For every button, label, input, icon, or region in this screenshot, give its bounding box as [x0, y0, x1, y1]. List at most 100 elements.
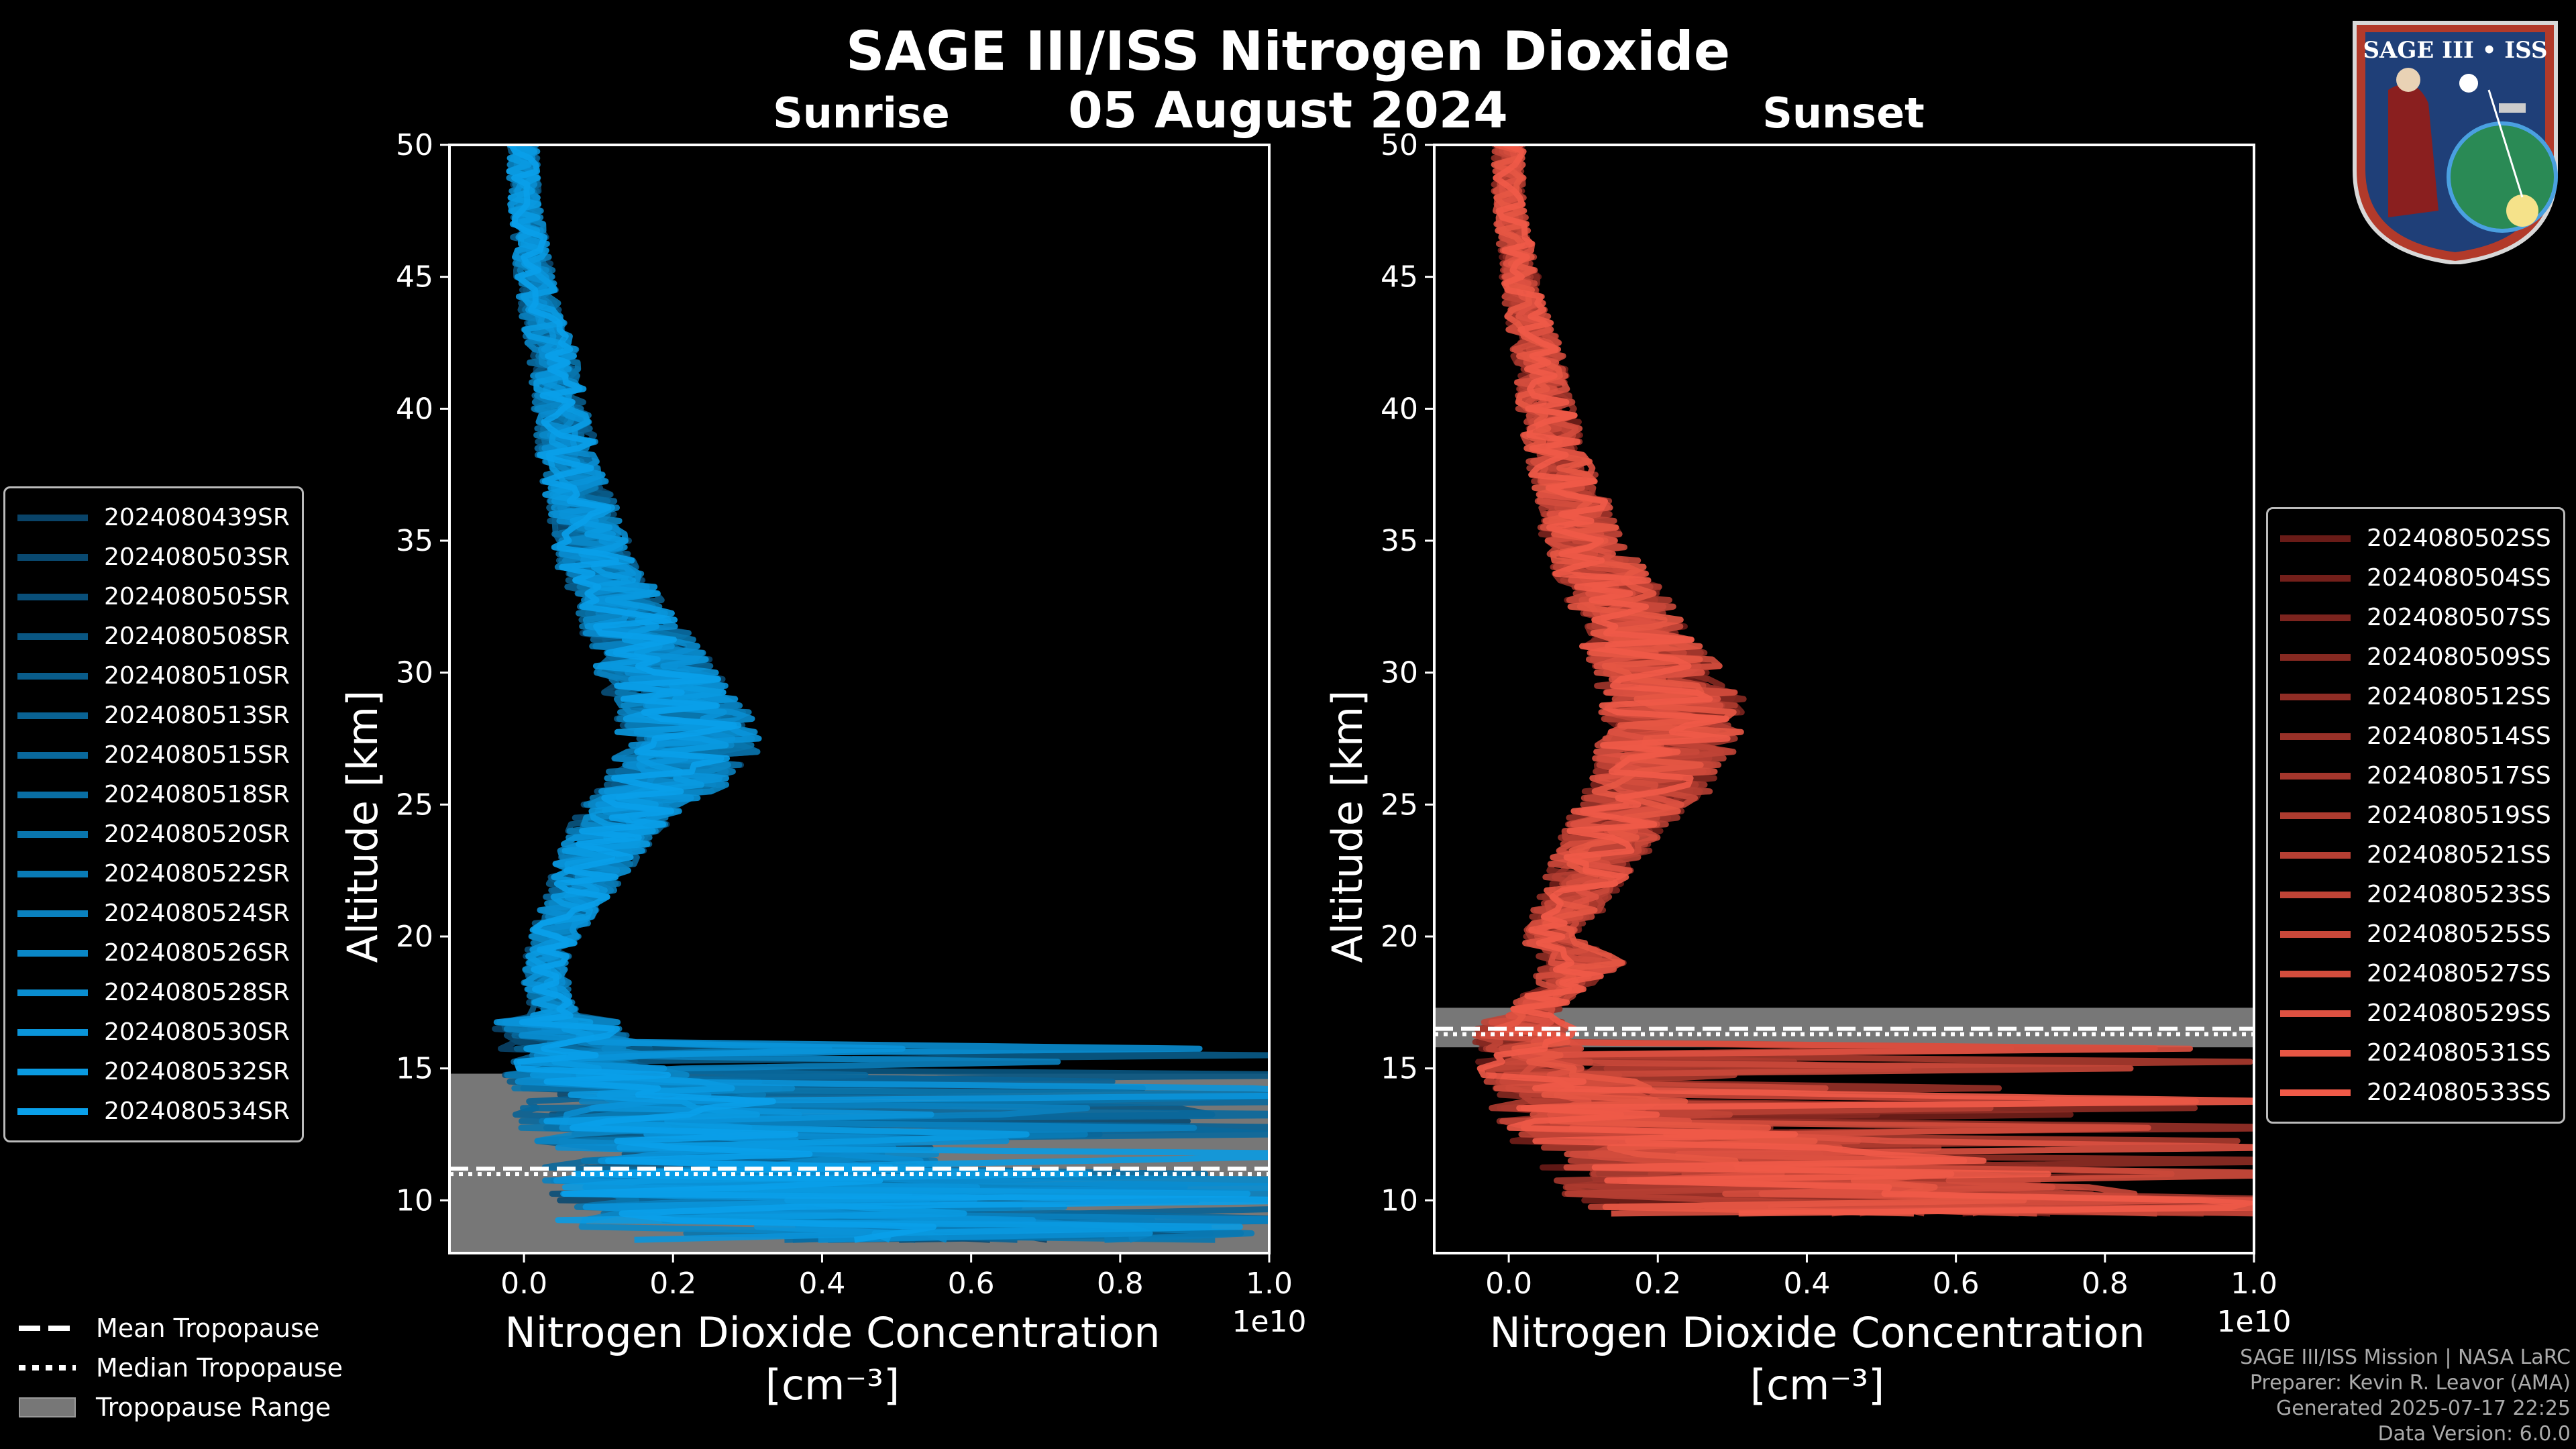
legend-label: 2024080530SR [104, 1018, 290, 1046]
legend-item-2024080508SR: 2024080508SR [17, 616, 290, 656]
legend-item-2024080512SS: 2024080512SS [2280, 677, 2551, 716]
legend-swatch [17, 910, 88, 917]
legend-swatch [17, 672, 88, 680]
legend-label: 2024080439SR [104, 504, 290, 531]
sunset-xtick-label-0.4: 0.4 [1783, 1267, 1830, 1301]
legend-swatch [2280, 733, 2351, 740]
legend-label: 2024080512SS [2367, 683, 2551, 710]
legend-swatch [17, 712, 88, 719]
legend-label: 2024080526SR [104, 939, 290, 967]
legend-swatch [17, 989, 88, 996]
legend-item-2024080525SS: 2024080525SS [2280, 914, 2551, 954]
legend-item-2024080529SS: 2024080529SS [2280, 994, 2551, 1033]
tropo-legend-label: Median Tropopause [96, 1352, 343, 1383]
legend-item-2024080527SS: 2024080527SS [2280, 954, 2551, 994]
tropo-legend-swatch [19, 1325, 76, 1331]
legend-swatch [2280, 1089, 2351, 1096]
sunrise-x-axis-label: Nitrogen Dioxide Concentration [504, 1308, 1160, 1357]
legend-label: 2024080521SS [2367, 841, 2551, 869]
sunset-ytick-label-10: 10 [1381, 1183, 1418, 1218]
legend-label: 2024080533SS [2367, 1079, 2551, 1106]
sunrise-ytick-label-45: 45 [396, 260, 433, 294]
legend-label: 2024080529SS [2367, 1000, 2551, 1027]
sunset-ytick-label-25: 25 [1381, 788, 1418, 822]
legend-swatch [2280, 812, 2351, 819]
sunrise-ytick-label-15: 15 [396, 1052, 433, 1086]
legend-label: 2024080509SS [2367, 643, 2551, 671]
tropo-legend-swatch [19, 1397, 76, 1417]
legend-swatch [17, 870, 88, 877]
legend-label: 2024080528SR [104, 979, 290, 1006]
sunrise-xtick-label-0.0: 0.0 [500, 1267, 547, 1301]
legend-label: 2024080517SS [2367, 762, 2551, 790]
legend-swatch [2280, 970, 2351, 977]
legend-item-2024080509SS: 2024080509SS [2280, 637, 2551, 677]
legend-swatch [17, 1068, 88, 1075]
legend-swatch [17, 593, 88, 600]
sunrise-x-axis-unit: [cm⁻³] [765, 1360, 900, 1409]
chart-title: SAGE III/ISS Nitrogen Dioxide [845, 20, 1731, 83]
legend-label: 2024080520SR [104, 820, 290, 848]
legend-item-2024080517SS: 2024080517SS [2280, 756, 2551, 796]
sunrise-plot-frame [448, 144, 1271, 1254]
sunset-ytick-label-35: 35 [1381, 524, 1418, 558]
legend-item-2024080532SR: 2024080532SR [17, 1052, 290, 1091]
legend-item-2024080524SR: 2024080524SR [17, 894, 290, 933]
sunrise-xtick-label-0.2: 0.2 [649, 1267, 696, 1301]
legend-item-2024080522SR: 2024080522SR [17, 854, 290, 894]
legend-swatch [2280, 1010, 2351, 1017]
legend-label: 2024080502SS [2367, 525, 2551, 552]
sunset-ytick-label-20: 20 [1381, 920, 1418, 954]
footer-credits: SAGE III/ISS Mission | NASA LaRC Prepare… [2240, 1345, 2571, 1447]
footer-mission: SAGE III/ISS Mission | NASA LaRC [2240, 1346, 2571, 1369]
sunset-y-axis-label: Altitude [km] [1323, 690, 1372, 963]
sunset-ytick-label-15: 15 [1381, 1052, 1418, 1086]
legend-swatch [2280, 535, 2351, 542]
legend-swatch [2280, 930, 2351, 938]
tropo-legend-fill: Tropopause Range [19, 1387, 343, 1427]
legend-label: 2024080503SR [104, 543, 290, 571]
sunset-plot-frame [1433, 144, 2255, 1254]
sunset-legend: 2024080502SS 2024080504SS 2024080507SS 2024… [2266, 507, 2565, 1124]
legend-item-2024080515SR: 2024080515SR [17, 735, 290, 775]
sunrise-panel-title: Sunrise [773, 89, 950, 138]
legend-item-2024080503SR: 2024080503SR [17, 537, 290, 577]
legend-swatch [17, 791, 88, 798]
legend-label: 2024080527SS [2367, 960, 2551, 987]
tropo-legend-label: Tropopause Range [96, 1392, 331, 1422]
legend-swatch [17, 553, 88, 561]
sunset-ytick-label-30: 30 [1381, 656, 1418, 690]
sunset-x-axis-label: Nitrogen Dioxide Concentration [1489, 1308, 2145, 1357]
legend-label: 2024080534SR [104, 1097, 290, 1125]
footer-version: Data Version: 6.0.0 [2377, 1422, 2571, 1446]
sunrise-profile-2024080534SR [508, 145, 1269, 1243]
legend-item-2024080502SS: 2024080502SS [2280, 519, 2551, 558]
sunset-x-axis-unit: [cm⁻³] [1750, 1360, 1884, 1409]
legend-label: 2024080525SS [2367, 920, 2551, 948]
legend-swatch [2280, 772, 2351, 780]
legend-label: 2024080513SR [104, 702, 290, 729]
legend-swatch [17, 514, 88, 521]
legend-item-2024080531SS: 2024080531SS [2280, 1033, 2551, 1073]
sunrise-xtick-label-0.4: 0.4 [798, 1267, 845, 1301]
tropo-legend-swatch [19, 1364, 76, 1371]
tropo-legend-label: Mean Tropopause [96, 1313, 320, 1343]
sunrise-xtick-label-0.8: 0.8 [1097, 1267, 1144, 1301]
sunset-xtick-label-0.0: 0.0 [1485, 1267, 1532, 1301]
sunrise-ytick-label-50: 50 [396, 128, 433, 162]
sunrise-xtick-label-0.6: 0.6 [948, 1267, 995, 1301]
legend-item-2024080439SR: 2024080439SR [17, 498, 290, 537]
sunset-x-offset-label: 1e10 [2216, 1305, 2291, 1339]
legend-swatch [17, 949, 88, 957]
legend-swatch [2280, 1049, 2351, 1057]
sunrise-ytick-label-25: 25 [396, 788, 433, 822]
legend-item-2024080534SR: 2024080534SR [17, 1091, 290, 1131]
legend-item-2024080513SR: 2024080513SR [17, 696, 290, 735]
legend-swatch [2280, 693, 2351, 700]
legend-item-2024080526SR: 2024080526SR [17, 933, 290, 973]
sunrise-ytick-label-30: 30 [396, 656, 433, 690]
legend-label: 2024080522SR [104, 860, 290, 888]
legend-label: 2024080505SR [104, 583, 290, 610]
legend-label: 2024080510SR [104, 662, 290, 690]
